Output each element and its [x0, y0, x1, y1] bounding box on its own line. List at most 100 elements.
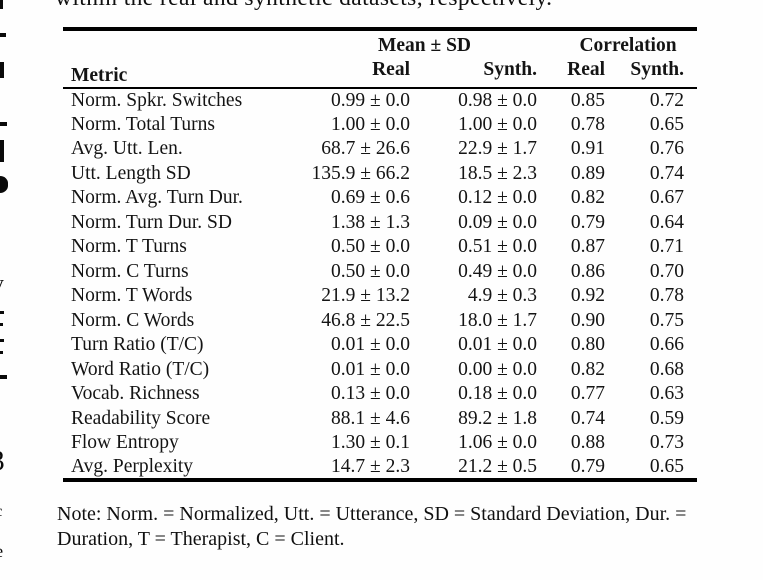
mean-synth-cell: 4.9 ± 0.3 [467, 285, 538, 307]
metrics-table-grid: Metric Mean ± SD Correlation Real Synth.… [63, 27, 698, 482]
corr-synth-cell: 0.71 [649, 236, 685, 258]
corr-synth-cell: 0.72 [649, 89, 685, 111]
metric-cell: Norm. T Turns [71, 236, 187, 258]
col-header-corr-synth: Synth. [630, 59, 685, 80]
corr-synth-cell: 0.65 [649, 455, 685, 477]
metric-cell: Avg. Perplexity [71, 455, 194, 477]
mean-synth-cell: 1.00 ± 0.0 [458, 113, 538, 135]
table-row: Norm. Spkr. Switches 0.99 ± 0.0 0.98 ± 0… [63, 88, 697, 113]
table-row: Flow Entropy 1.30 ± 0.1 1.06 ± 0.0 0.88 … [63, 431, 697, 456]
col-header-mean-sd: Mean ± SD [377, 35, 472, 56]
metric-cell: Utt. Length SD [71, 162, 191, 184]
mean-synth-cell: 0.49 ± 0.0 [458, 260, 538, 282]
corr-real-cell: 0.82 [570, 358, 606, 380]
corr-synth-cell: 0.65 [649, 113, 685, 135]
mean-synth-cell: 89.2 ± 1.8 [458, 407, 538, 429]
corr-synth-cell: 0.64 [649, 211, 685, 233]
metric-cell: Flow Entropy [71, 432, 179, 454]
page-edge-fragment [0, 140, 4, 162]
table-header-row-sub: Real Synth. Real Synth. [63, 57, 697, 88]
col-header-correlation: Correlation [579, 35, 677, 56]
corr-synth-cell: 0.76 [649, 138, 685, 160]
corr-real-cell: 0.74 [570, 407, 606, 429]
page-edge-fragment: c [0, 504, 4, 525]
page-edge-fragment: y [0, 272, 5, 301]
table-note: Note: Norm. = Normalized, Utt. = Utteran… [57, 502, 757, 551]
mean-real-cell: 135.9 ± 66.2 [311, 162, 410, 184]
page-edge-fragment [0, 323, 3, 326]
page-edge-fragment [0, 62, 4, 78]
corr-real-cell: 0.89 [570, 162, 606, 184]
col-header-mean-synth: Synth. [483, 59, 538, 80]
table-row: Readability Score 88.1 ± 4.6 89.2 ± 1.8 … [63, 407, 697, 432]
table-row: Utt. Length SD 135.9 ± 66.2 18.5 ± 2.3 0… [63, 162, 697, 187]
col-header-mean-real: Real [372, 59, 410, 80]
corr-synth-cell: 0.74 [649, 162, 685, 184]
page-edge-fragment [0, 375, 7, 379]
mean-real-cell: 0.50 ± 0.0 [331, 236, 410, 258]
mean-real-cell: 0.99 ± 0.0 [331, 89, 410, 111]
note-line-1: Note: Norm. = Normalized, Utt. = Utteran… [57, 503, 687, 525]
col-header-metric: Metric [71, 65, 128, 86]
table-header-row-groups: Metric Mean ± SD Correlation [63, 29, 697, 86]
table-row: Norm. Turn Dur. SD 1.38 ± 1.3 0.09 ± 0.0… [63, 211, 697, 236]
metric-cell: Turn Ratio (T/C) [71, 334, 204, 356]
table-row: Avg. Perplexity 14.7 ± 2.3 21.2 ± 0.5 0.… [63, 456, 697, 481]
page-edge-fragment [0, 0, 3, 9]
table-body: Norm. Spkr. Switches 0.99 ± 0.0 0.98 ± 0… [63, 88, 697, 480]
mean-real-cell: 88.1 ± 4.6 [331, 407, 410, 429]
mean-synth-cell: 0.09 ± 0.0 [458, 211, 538, 233]
page-edge-fragment: 3 [0, 448, 6, 484]
page-edge-fragment [0, 33, 6, 37]
corr-synth-cell: 0.59 [649, 407, 685, 429]
table-row: Norm. Avg. Turn Dur. 0.69 ± 0.6 0.12 ± 0… [63, 186, 697, 211]
metric-cell: Avg. Utt. Len. [71, 138, 183, 160]
corr-real-cell: 0.78 [570, 113, 606, 135]
note-line-2: Duration, T = Therapist, C = Client. [57, 527, 345, 550]
table-caption-text: within the real and synthetic datasets, … [55, 0, 552, 11]
col-header-corr-real: Real [567, 59, 606, 80]
corr-real-cell: 0.77 [570, 383, 606, 405]
mean-synth-cell: 21.2 ± 0.5 [458, 455, 538, 477]
metric-cell: Vocab. Richness [71, 383, 200, 405]
mean-real-cell: 0.50 ± 0.0 [331, 260, 410, 282]
mean-synth-cell: 0.98 ± 0.0 [458, 89, 538, 111]
mean-synth-cell: 1.06 ± 0.0 [458, 432, 538, 454]
table-row: Norm. Total Turns 1.00 ± 0.0 1.00 ± 0.0 … [63, 113, 697, 138]
table-header: Metric Mean ± SD Correlation Real Synth.… [63, 29, 698, 88]
corr-synth-cell: 0.78 [649, 285, 685, 307]
table-row: Vocab. Richness 0.13 ± 0.0 0.18 ± 0.0 0.… [63, 382, 697, 407]
page-edge-fragment: e [0, 542, 5, 565]
table-row: Avg. Utt. Len. 68.7 ± 26.6 22.9 ± 1.7 0.… [63, 137, 697, 162]
metric-cell: Word Ratio (T/C) [71, 358, 210, 380]
corr-synth-cell: 0.63 [649, 383, 685, 405]
metric-cell: Norm. C Turns [71, 260, 189, 282]
table-row: Norm. T Words 21.9 ± 13.2 4.9 ± 0.3 0.92… [63, 284, 697, 309]
corr-real-cell: 0.79 [570, 211, 606, 233]
mean-synth-cell: 22.9 ± 1.7 [458, 138, 538, 160]
metric-cell: Norm. Total Turns [71, 113, 216, 135]
mean-real-cell: 1.30 ± 0.1 [331, 432, 410, 454]
corr-real-cell: 0.88 [570, 432, 606, 454]
corr-synth-cell: 0.75 [649, 309, 685, 331]
corr-synth-cell: 0.66 [649, 334, 685, 356]
table-row: Norm. C Turns 0.50 ± 0.0 0.49 ± 0.0 0.86… [63, 260, 697, 285]
table-row: Norm. T Turns 0.50 ± 0.0 0.51 ± 0.0 0.87… [63, 235, 697, 260]
mean-real-cell: 0.01 ± 0.0 [331, 334, 410, 356]
mean-synth-cell: 0.01 ± 0.0 [458, 334, 538, 356]
page-edge-fragment [0, 122, 7, 126]
mean-real-cell: 21.9 ± 13.2 [321, 285, 410, 307]
metrics-table: Metric Mean ± SD Correlation Real Synth.… [63, 27, 698, 482]
corr-real-cell: 0.90 [570, 309, 606, 331]
mean-real-cell: 68.7 ± 26.6 [321, 138, 410, 160]
metric-cell: Norm. Avg. Turn Dur. [71, 187, 243, 209]
mean-synth-cell: 0.12 ± 0.0 [458, 187, 538, 209]
page-edge-fragment [0, 176, 8, 193]
mean-synth-cell: 0.18 ± 0.0 [458, 383, 538, 405]
mean-real-cell: 1.00 ± 0.0 [331, 113, 410, 135]
corr-real-cell: 0.82 [570, 187, 606, 209]
corr-real-cell: 0.86 [570, 260, 606, 282]
metric-cell: Readability Score [71, 407, 211, 429]
metric-cell: Norm. C Words [71, 309, 195, 331]
mean-real-cell: 0.69 ± 0.6 [331, 187, 410, 209]
